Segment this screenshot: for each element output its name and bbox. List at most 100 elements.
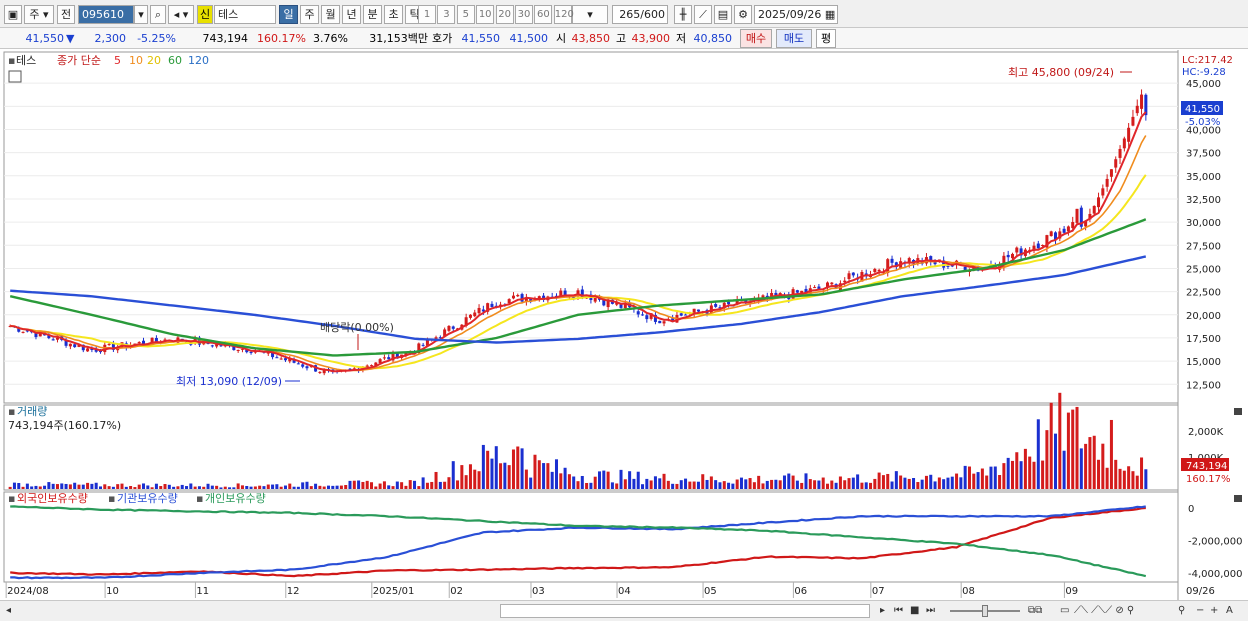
zoom-out-icon[interactable]: − — [1196, 605, 1205, 616]
interval-tab[interactable]: 20 — [495, 5, 514, 24]
candle-body — [305, 366, 309, 369]
date-field[interactable]: 2025/09/26 ▦ — [754, 5, 838, 24]
candle-body — [1002, 255, 1006, 268]
zoom-slider-handle[interactable] — [982, 605, 988, 617]
candle-body — [1032, 245, 1036, 251]
count-field[interactable]: 265/600 — [612, 5, 668, 24]
candle-body — [1075, 208, 1079, 223]
code-dropdown-icon[interactable]: ▾ — [134, 5, 148, 24]
period-tab[interactable]: 월 — [321, 5, 340, 24]
volume-bar — [903, 477, 907, 489]
volume-bar — [748, 478, 752, 489]
volume-bar — [610, 482, 614, 489]
candle-body — [1015, 247, 1019, 253]
candle-body — [602, 298, 606, 306]
window-icon[interactable]: ▭ — [1060, 605, 1070, 616]
candle-body — [443, 329, 447, 337]
candle-body — [524, 297, 528, 302]
candle-body — [963, 266, 967, 272]
market-select[interactable]: 주 ▾ — [24, 5, 54, 24]
volume-bar — [413, 480, 417, 489]
sell-button[interactable]: 매도 — [776, 29, 812, 48]
period-tab[interactable]: 분 — [363, 5, 382, 24]
period-tab[interactable]: 초 — [384, 5, 403, 24]
volume-bar — [451, 461, 455, 489]
candle-body — [137, 342, 141, 344]
volume-bar — [778, 480, 782, 489]
volume-last-badge: 743,194 — [1186, 461, 1227, 472]
scroll-right-icon[interactable]: ▸ — [880, 605, 886, 616]
magnifier-icon[interactable]: ⚲ — [1178, 605, 1186, 616]
volume-bar — [1066, 412, 1070, 489]
chart-area[interactable]: 0 -2,000,000 -4,000,000 12,500 15,000 17,500… — [0, 50, 1248, 600]
volume-bar — [352, 480, 356, 489]
volume-bar — [912, 478, 916, 489]
draw-tools-icon[interactable]: ⟋⟍ ⟋⟍⟋ ⊘ ⚲ — [1074, 605, 1135, 616]
buy-button[interactable]: 매수 — [740, 29, 772, 48]
volume-bar — [529, 477, 533, 489]
candle-body — [382, 357, 386, 359]
candle-body — [111, 343, 115, 350]
volume-bar — [933, 481, 937, 489]
scroll-thumb[interactable] — [500, 604, 870, 618]
candle-body — [1144, 94, 1148, 116]
candle-body — [511, 295, 515, 299]
chart-scrollbar[interactable]: ◂ ▸ ⏮ ■ ⏭ ⧉⧉ ▭ ⟋⟍ ⟋⟍⟋ ⊘ ⚲ ⚲ − + A — [0, 600, 1248, 621]
stock-name-input[interactable]: 테스 — [214, 5, 276, 24]
candle-body — [395, 352, 399, 359]
first-page-icon[interactable]: ⏮ — [894, 605, 903, 616]
period-tab[interactable]: 일 — [279, 5, 298, 24]
volume-bar — [920, 479, 924, 489]
table-toggle-icon[interactable] — [8, 70, 22, 83]
volume-bar — [963, 465, 967, 489]
candle-body — [279, 358, 283, 360]
interval-tab[interactable]: 3 — [437, 5, 456, 24]
stock-chart[interactable]: 0 -2,000,000 -4,000,000 12,500 15,000 17,500… — [0, 50, 1248, 600]
volume-bar — [378, 483, 382, 489]
period-tab[interactable]: 년 — [342, 5, 361, 24]
layout-icon[interactable]: ⧉⧉ — [1028, 605, 1043, 616]
candle-body — [507, 299, 511, 304]
eval-button[interactable]: 평 — [816, 29, 836, 48]
interval-tab[interactable]: 60 — [534, 5, 553, 24]
prefix-button[interactable]: 전 — [57, 5, 75, 24]
volume-bar — [348, 480, 352, 489]
interval-tab[interactable]: 1 — [418, 5, 436, 24]
stop-icon[interactable]: ■ — [910, 605, 920, 616]
scroll-left-icon[interactable]: ◂ — [6, 605, 12, 616]
next-page-icon[interactable]: ⏭ — [926, 605, 935, 616]
candle-icon[interactable]: ╫ — [674, 5, 692, 24]
price-tick-label: 15,000 — [1186, 357, 1221, 368]
volume-bar — [167, 484, 171, 489]
save-icon[interactable]: ▤ — [714, 5, 732, 24]
window-menu-icon[interactable]: ▣ — [4, 5, 22, 24]
interval-tab[interactable]: 10 — [476, 5, 495, 24]
volume-close-icon[interactable] — [1234, 408, 1242, 415]
candle-body — [1071, 222, 1075, 229]
volume-bar — [146, 485, 150, 489]
volume-bar — [675, 483, 679, 489]
gear-icon[interactable]: ⚙ — [734, 5, 752, 24]
candle-body — [847, 273, 851, 280]
holdings-close-icon[interactable] — [1234, 495, 1242, 502]
volume-bar — [374, 486, 378, 489]
draw-tool-icon[interactable]: ⟋ — [694, 5, 712, 24]
interval-tab[interactable]: 30 — [515, 5, 533, 24]
candle-body — [296, 363, 300, 365]
volume-bar — [38, 486, 42, 489]
candle-body — [1105, 178, 1109, 187]
speaker-icon[interactable]: ◂ ▾ — [168, 5, 194, 24]
bid-price: 41,500 — [509, 32, 549, 45]
volume-bar — [142, 483, 146, 489]
font-size-icon[interactable]: A — [1226, 605, 1233, 616]
volume-bar — [1144, 469, 1148, 489]
volume-bar — [339, 485, 343, 489]
zoom-in-icon[interactable]: + — [1210, 605, 1219, 616]
period-tab[interactable]: 주 — [300, 5, 319, 24]
interval-tab[interactable]: 120 — [553, 5, 574, 24]
search-icon[interactable]: ⌕ — [150, 5, 166, 24]
stock-code-input[interactable]: 095610 — [78, 5, 134, 24]
interval-tab[interactable]: 5 — [456, 5, 475, 24]
interval-dropdown[interactable]: ▾ — [572, 5, 608, 24]
volume-bar — [1010, 460, 1014, 489]
